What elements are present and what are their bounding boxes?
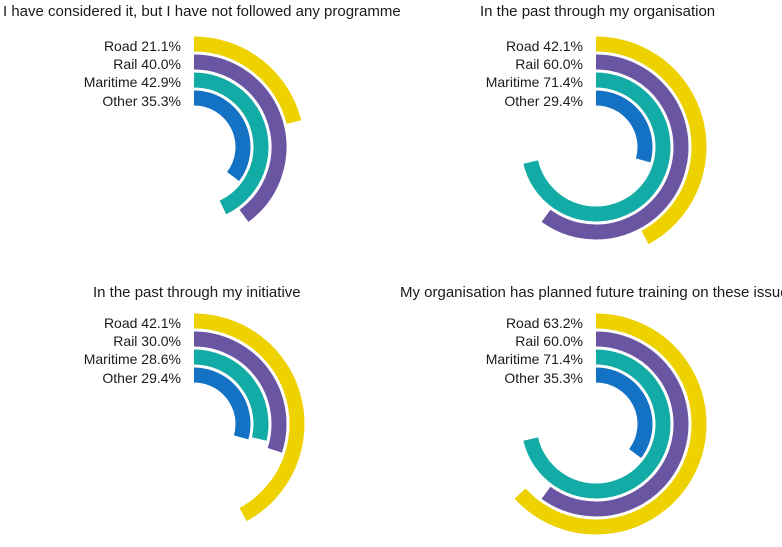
panel-4-arc-rail xyxy=(541,331,689,517)
panel-1-arc-maritime xyxy=(193,72,269,215)
panel-1-arc-rail xyxy=(193,54,287,222)
panel-2-label-rail: Rail 60.0% xyxy=(515,56,583,72)
panel-3-title: In the past through my initiative xyxy=(93,284,301,301)
panel-3-label-other: Other 29.4% xyxy=(102,370,181,386)
panel-4-label-rail: Rail 60.0% xyxy=(515,333,583,349)
panel-3-arc-other xyxy=(193,367,251,440)
panel-3-label-maritime: Maritime 28.6% xyxy=(84,351,181,367)
panel-4-arc-other xyxy=(595,367,653,459)
panel-2-arc-road xyxy=(595,36,707,245)
panel-1-arc-road xyxy=(193,36,302,124)
panel-4-title: My organisation has planned future train… xyxy=(400,284,782,301)
panel-2-title: In the past through my organisation xyxy=(480,3,715,20)
panel-4: My organisation has planned future train… xyxy=(400,284,782,535)
panel-2: In the past through my organisation Road… xyxy=(480,3,715,245)
panel-2-label-other: Other 29.4% xyxy=(504,93,583,109)
panel-4-label-maritime: Maritime 71.4% xyxy=(486,351,583,367)
panel-3-arc-rail xyxy=(193,331,287,453)
panel-3-label-rail: Rail 30.0% xyxy=(113,333,181,349)
panel-4-arc-maritime xyxy=(523,349,671,499)
panel-4-arc-road xyxy=(514,313,707,535)
panel-2-arc-rail xyxy=(541,54,689,240)
panel-4-label-road: Road 63.2% xyxy=(506,315,583,331)
panel-3-arc-road xyxy=(193,313,305,522)
panel-1: I have considered it, but I have not fol… xyxy=(3,3,401,222)
panel-1-arc-other xyxy=(193,90,251,182)
panel-1-label-other: Other 35.3% xyxy=(102,93,181,109)
panel-1-label-rail: Rail 40.0% xyxy=(113,56,181,72)
panel-3-arc-maritime xyxy=(193,349,269,441)
panel-3-label-road: Road 42.1% xyxy=(104,315,181,331)
panel-1-label-maritime: Maritime 42.9% xyxy=(84,74,181,90)
panel-4-label-other: Other 35.3% xyxy=(504,370,583,386)
panel-2-arc-other xyxy=(595,90,653,163)
panel-2-label-maritime: Maritime 71.4% xyxy=(486,74,583,90)
panel-3: In the past through my initiative Road 4… xyxy=(84,284,305,522)
panel-2-arc-maritime xyxy=(523,72,671,222)
panel-2-label-road: Road 42.1% xyxy=(506,38,583,54)
panel-1-label-road: Road 21.1% xyxy=(104,38,181,54)
panel-1-title: I have considered it, but I have not fol… xyxy=(3,3,401,20)
